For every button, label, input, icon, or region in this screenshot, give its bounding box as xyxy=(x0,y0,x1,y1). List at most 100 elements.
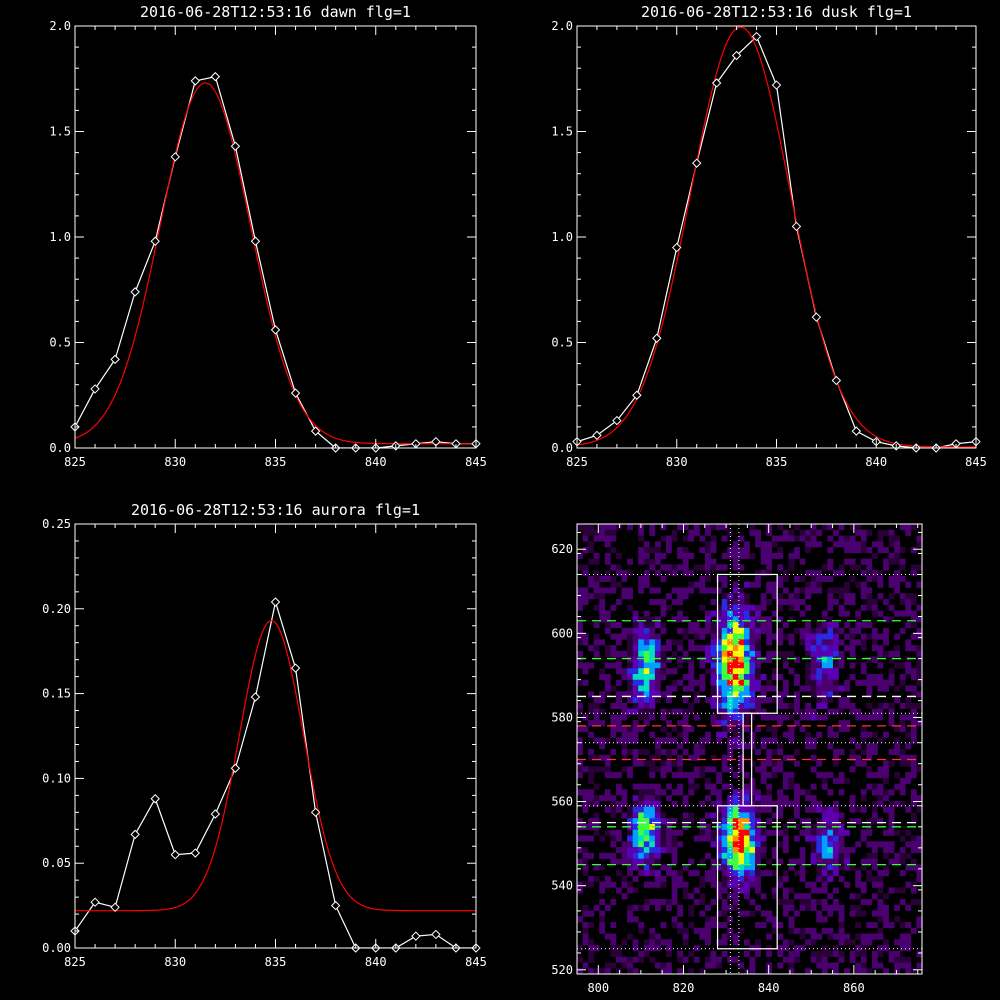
heatmap-cell xyxy=(643,702,650,709)
heatmap-cell xyxy=(732,720,739,727)
heatmap-cell xyxy=(627,904,633,911)
heatmap-cell xyxy=(593,754,600,761)
heatmap-cell xyxy=(666,570,672,577)
heatmap-cell xyxy=(821,899,828,906)
heatmap-cell xyxy=(649,650,656,657)
heatmap-cell xyxy=(866,558,873,565)
heatmap-cell xyxy=(738,633,745,640)
heatmap-cell xyxy=(883,760,889,767)
data-point-diamond xyxy=(150,236,160,246)
heatmap-cell xyxy=(627,956,633,963)
heatmap-cell xyxy=(682,616,689,623)
heatmap-cell xyxy=(621,875,628,882)
heatmap-cell xyxy=(799,558,806,565)
heatmap-cell xyxy=(910,524,917,531)
heatmap-cell xyxy=(821,956,828,963)
y-tick-label: 0.5 xyxy=(551,336,573,350)
heatmap-cell xyxy=(577,639,583,646)
heatmap-cell xyxy=(615,835,622,842)
heatmap-cell xyxy=(599,668,606,675)
heatmap-cell xyxy=(666,668,672,675)
heatmap-cell xyxy=(810,645,817,652)
heatmap-cell xyxy=(716,633,722,640)
heatmap-cell xyxy=(866,875,873,882)
heatmap-cell xyxy=(727,679,734,686)
heatmap-cell xyxy=(610,725,617,732)
heatmap-cell xyxy=(910,708,917,715)
heatmap-cell xyxy=(782,691,789,698)
heatmap-cell xyxy=(866,702,873,709)
heatmap-cell xyxy=(771,552,778,559)
heatmap-cell xyxy=(610,604,617,611)
heatmap-cell xyxy=(682,772,689,779)
heatmap-cell xyxy=(799,708,806,715)
heatmap-cell xyxy=(832,622,839,629)
heatmap-cell xyxy=(716,524,722,531)
heatmap-cell xyxy=(816,852,823,859)
heatmap-cell xyxy=(582,725,589,732)
heatmap-cell xyxy=(627,627,633,634)
heatmap-cell xyxy=(682,674,689,681)
heatmap-cell xyxy=(755,904,761,911)
heatmap-cell xyxy=(654,829,661,836)
panel-title: 2016-06-28T12:53:16 dawn flg=1 xyxy=(140,3,411,21)
heatmap-cell xyxy=(832,749,839,756)
heatmap-cell xyxy=(677,610,684,617)
heatmap-cell xyxy=(710,685,717,692)
heatmap-cell xyxy=(732,581,739,588)
heatmap-cell xyxy=(916,616,923,623)
heatmap-cell xyxy=(905,622,912,629)
heatmap-cell xyxy=(749,529,756,536)
heatmap-cell xyxy=(871,812,878,819)
heatmap-cell xyxy=(738,824,745,831)
heatmap-cell xyxy=(732,789,739,796)
heatmap-cell xyxy=(727,616,734,623)
heatmap-cell xyxy=(827,656,834,663)
heatmap-cell xyxy=(632,806,639,813)
heatmap-cell xyxy=(738,547,745,554)
heatmap-cell xyxy=(721,875,728,882)
heatmap-cell xyxy=(810,887,817,894)
heatmap-cell xyxy=(693,835,700,842)
heatmap-cell xyxy=(721,841,728,848)
heatmap-cell xyxy=(738,875,745,882)
heatmap-cell xyxy=(743,795,750,802)
heatmap-cell xyxy=(577,847,583,854)
heatmap-cell xyxy=(777,702,784,709)
heatmap-cell xyxy=(766,685,773,692)
heatmap-cell xyxy=(905,604,912,611)
heatmap-cell xyxy=(721,847,728,854)
heatmap-cell xyxy=(677,564,684,571)
heatmap-cell xyxy=(682,795,689,802)
heatmap-cell xyxy=(593,552,600,559)
heatmap-cell xyxy=(788,564,795,571)
heatmap-cell xyxy=(782,824,789,831)
heatmap-cell xyxy=(666,760,672,767)
heatmap-cell xyxy=(894,749,901,756)
heatmap-cell xyxy=(827,662,834,669)
heatmap-cell xyxy=(766,564,773,571)
heatmap-cell xyxy=(866,772,873,779)
heatmap-cell xyxy=(710,668,717,675)
heatmap-cell xyxy=(771,674,778,681)
heatmap-cell xyxy=(621,795,628,802)
heatmap-cell xyxy=(821,777,828,784)
heatmap-cell xyxy=(649,547,656,554)
heatmap-cell xyxy=(588,524,594,531)
heatmap-cell xyxy=(643,610,650,617)
heatmap-cell xyxy=(821,829,828,836)
heatmap-cell xyxy=(654,818,661,825)
heatmap-cell xyxy=(805,939,812,946)
heatmap-cell xyxy=(810,535,817,542)
heatmap-cell xyxy=(871,818,878,825)
heatmap-cell xyxy=(749,627,756,634)
heatmap-cell xyxy=(638,552,645,559)
heatmap-cell xyxy=(894,800,901,807)
heatmap-cell xyxy=(671,749,678,756)
heatmap-cell xyxy=(794,749,800,756)
heatmap-cell xyxy=(905,529,912,536)
heatmap-cell xyxy=(816,570,823,577)
heatmap-cell xyxy=(899,749,906,756)
heatmap-cell xyxy=(627,916,633,923)
heatmap-cell xyxy=(821,575,828,582)
